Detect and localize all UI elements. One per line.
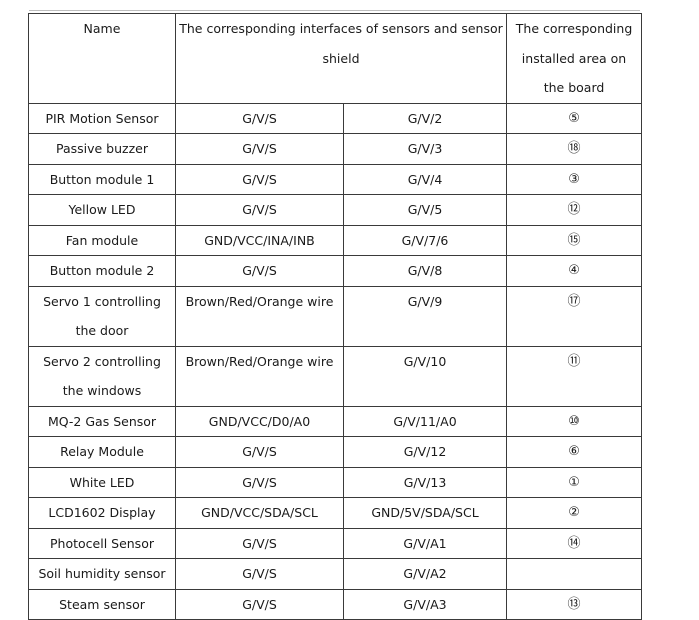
header-name: Name [28,13,176,104]
cell-sensor-interface: GND/VCC/INA/INB [175,224,344,256]
cell-sensor-interface: G/V/S [175,102,344,134]
cell-shield-interface: G/V/10 [342,345,508,407]
cell-name: Servo 2 controlling the windows [28,345,176,407]
cell-shield-interface: G/V/A1 [342,527,508,559]
cell-shield-interface: G/V/12 [342,436,508,468]
cell-sensor-interface: G/V/S [175,163,344,195]
cell-installed-area: ⑱ [506,133,643,165]
cell-installed-area: ⑬ [506,588,643,620]
cell-sensor-interface: G/V/S [175,466,344,498]
cell-name: MQ-2 Gas Sensor [28,405,176,437]
cell-sensor-interface: GND/VCC/D0/A0 [175,405,344,437]
table-row: Steam sensor G/V/S G/V/A3 ⑬ [28,588,643,620]
table-row: Photocell Sensor G/V/S G/V/A1 ⑭ [28,527,643,559]
cell-shield-interface: G/V/3 [342,133,508,165]
cell-installed-area: ⑮ [506,224,643,256]
cell-installed-area: ⑤ [506,102,643,134]
cell-sensor-interface: G/V/S [175,133,344,165]
cell-installed-area: ⑪ [506,345,643,407]
cell-sensor-interface: G/V/S [175,255,344,287]
cell-name: Soil humidity sensor [28,558,176,590]
cell-sensor-interface: G/V/S [175,436,344,468]
cell-shield-interface: G/V/A3 [342,588,508,620]
header-installed-area: The corresponding installed area on the … [506,13,643,104]
top-rule [29,10,640,11]
cell-installed-area: ① [506,466,643,498]
table-row: PIR Motion Sensor G/V/S G/V/2 ⑤ [28,102,643,134]
cell-sensor-interface: G/V/S [175,588,344,620]
table-row: White LED G/V/S G/V/13 ① [28,466,643,498]
cell-shield-interface: G/V/5 [342,194,508,226]
cell-name: Fan module [28,224,176,256]
cell-installed-area [506,558,643,590]
cell-shield-interface: G/V/7/6 [342,224,508,256]
cell-shield-interface: G/V/13 [342,466,508,498]
table-row: Servo 2 controlling the windows Brown/Red… [28,345,643,407]
header-row: Name The corresponding interfaces of sen… [28,13,643,104]
table-row: Yellow LED G/V/S G/V/5 ⑫ [28,194,643,226]
cell-sensor-interface: GND/VCC/SDA/SCL [175,497,344,529]
cell-name: Steam sensor [28,588,176,620]
cell-installed-area: ⑥ [506,436,643,468]
cell-name: Servo 1 controlling the door [28,285,176,347]
cell-name: PIR Motion Sensor [28,102,176,134]
cell-installed-area: ③ [506,163,643,195]
cell-sensor-interface: G/V/S [175,527,344,559]
table-row: Servo 1 controlling the door Brown/Red/Or… [28,285,643,347]
cell-name: Button module 2 [28,255,176,287]
cell-name: Photocell Sensor [28,527,176,559]
table-row: Soil humidity sensor G/V/S G/V/A2 [28,558,643,590]
cell-sensor-interface: G/V/S [175,558,344,590]
cell-shield-interface: G/V/8 [342,255,508,287]
cell-installed-area: ④ [506,255,643,287]
cell-name: Passive buzzer [28,133,176,165]
cell-sensor-interface: Brown/Red/Orange wire [175,285,344,347]
cell-shield-interface: G/V/A2 [342,558,508,590]
cell-sensor-interface: Brown/Red/Orange wire [175,345,344,407]
cell-installed-area: ⑩ [506,405,643,437]
cell-sensor-interface: G/V/S [175,194,344,226]
table-row: Fan module GND/VCC/INA/INB G/V/7/6 ⑮ [28,224,643,256]
cell-shield-interface: G/V/11/A0 [342,405,508,437]
table-row: Passive buzzer G/V/S G/V/3 ⑱ [28,133,643,165]
cell-name: Button module 1 [28,163,176,195]
cell-name: White LED [28,466,176,498]
cell-installed-area: ⑰ [506,285,643,347]
table-row: Relay Module G/V/S G/V/12 ⑥ [28,436,643,468]
table-body: PIR Motion Sensor G/V/S G/V/2 ⑤ Passive buzz… [28,102,643,620]
table-row: Button module 2 G/V/S G/V/8 ④ [28,255,643,287]
table-row: MQ-2 Gas Sensor GND/VCC/D0/A0 G/V/11/A0 ⑩ [28,405,643,437]
cell-shield-interface: G/V/9 [342,285,508,347]
cell-name: Yellow LED [28,194,176,226]
cell-shield-interface: G/V/2 [342,102,508,134]
cell-name: Relay Module [28,436,176,468]
header-interfaces: The corresponding interfaces of sensors … [174,13,508,104]
cell-installed-area: ⑫ [506,194,643,226]
table-row: Button module 1 G/V/S G/V/4 ③ [28,163,643,195]
cell-installed-area: ② [506,497,643,529]
cell-shield-interface: GND/5V/SDA/SCL [342,497,508,529]
cell-name: LCD1602 Display [28,497,176,529]
sensor-interface-table: Name The corresponding interfaces of sen… [28,13,643,620]
cell-installed-area: ⑭ [506,527,643,559]
table-row: LCD1602 Display GND/VCC/SDA/SCL GND/5V/SDA… [28,497,643,529]
cell-shield-interface: G/V/4 [342,163,508,195]
